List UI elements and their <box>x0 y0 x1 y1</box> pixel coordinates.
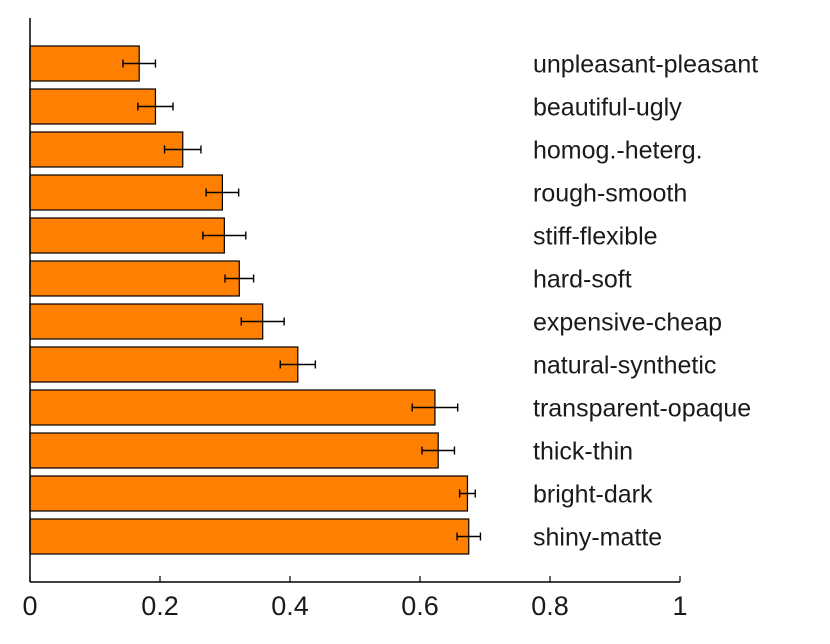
category-labels-group: unpleasant-pleasant beautiful-ugly homog.-… <box>533 51 758 552</box>
category-label-11: shiny-matte <box>533 524 662 552</box>
bar-0 <box>29 45 140 82</box>
error-bar-3 <box>205 188 240 197</box>
bar-8 <box>29 389 436 426</box>
bar-7 <box>29 346 299 383</box>
error-bar-8 <box>411 403 459 412</box>
bar-10 <box>29 475 469 512</box>
category-label-1: beautiful-ugly <box>533 94 682 122</box>
x-tick-label-3: 0.6 <box>401 591 439 621</box>
error-bar-0 <box>122 59 157 68</box>
category-label-2: homog.-heterg. <box>533 137 703 165</box>
error-bar-5 <box>224 274 255 283</box>
error-bar-10 <box>458 489 476 498</box>
x-tick-label-4: 0.8 <box>531 591 569 621</box>
error-bar-11 <box>456 532 482 541</box>
x-tick-label-5: 1 <box>672 591 687 621</box>
category-label-9: thick-thin <box>533 438 633 466</box>
bar-2 <box>29 131 184 168</box>
category-label-8: transparent-opaque <box>533 395 751 423</box>
bar-6 <box>29 303 264 340</box>
error-bars-group <box>122 59 482 541</box>
category-label-4: stiff-flexible <box>533 223 658 251</box>
error-bar-1 <box>137 102 174 111</box>
bar-11 <box>29 518 470 555</box>
error-bar-7 <box>279 360 317 369</box>
bar-5 <box>29 260 240 297</box>
bar-1 <box>29 88 157 125</box>
category-label-7: natural-synthetic <box>533 352 716 380</box>
error-bar-2 <box>163 145 202 154</box>
x-axis-ticks: 0 0.2 0.4 0.6 0.8 1 <box>22 576 688 621</box>
bars-group <box>29 45 470 555</box>
category-label-6: expensive-cheap <box>533 309 722 337</box>
bar-3 <box>29 174 223 211</box>
x-tick-label-0: 0 <box>22 591 37 621</box>
category-label-10: bright-dark <box>533 481 653 509</box>
error-bar-6 <box>240 317 285 326</box>
error-bar-4 <box>202 231 247 240</box>
x-tick-label-1: 0.2 <box>141 591 179 621</box>
x-tick-label-2: 0.4 <box>271 591 309 621</box>
error-bar-9 <box>421 446 456 455</box>
category-label-0: unpleasant-pleasant <box>533 51 758 79</box>
category-label-5: hard-soft <box>533 266 632 294</box>
bar-4 <box>29 217 225 254</box>
bar-9 <box>29 432 439 469</box>
category-label-3: rough-smooth <box>533 180 687 208</box>
